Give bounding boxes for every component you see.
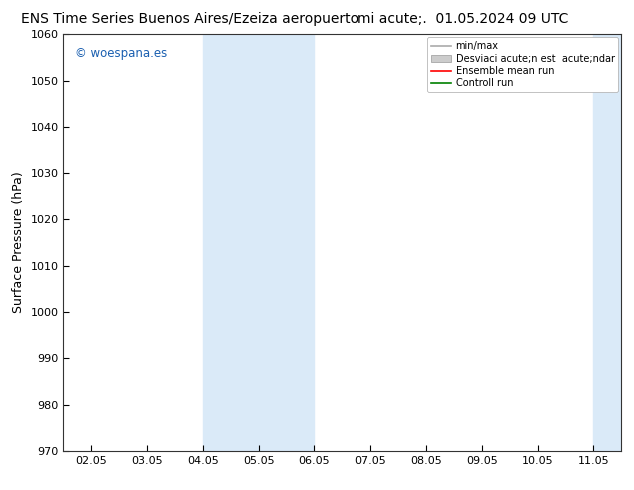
Y-axis label: Surface Pressure (hPa): Surface Pressure (hPa) [12, 172, 25, 314]
Bar [203, 34, 314, 451]
Text: mi acute;.  01.05.2024 09 UTC: mi acute;. 01.05.2024 09 UTC [357, 12, 569, 26]
Bar [593, 34, 634, 451]
Text: © woespana.es: © woespana.es [75, 47, 167, 60]
Legend: min/max, Desviaci acute;n est  acute;ndar, Ensemble mean run, Controll run: min/max, Desviaci acute;n est acute;ndar… [427, 37, 618, 92]
Text: ENS Time Series Buenos Aires/Ezeiza aeropuerto: ENS Time Series Buenos Aires/Ezeiza aero… [21, 12, 359, 26]
